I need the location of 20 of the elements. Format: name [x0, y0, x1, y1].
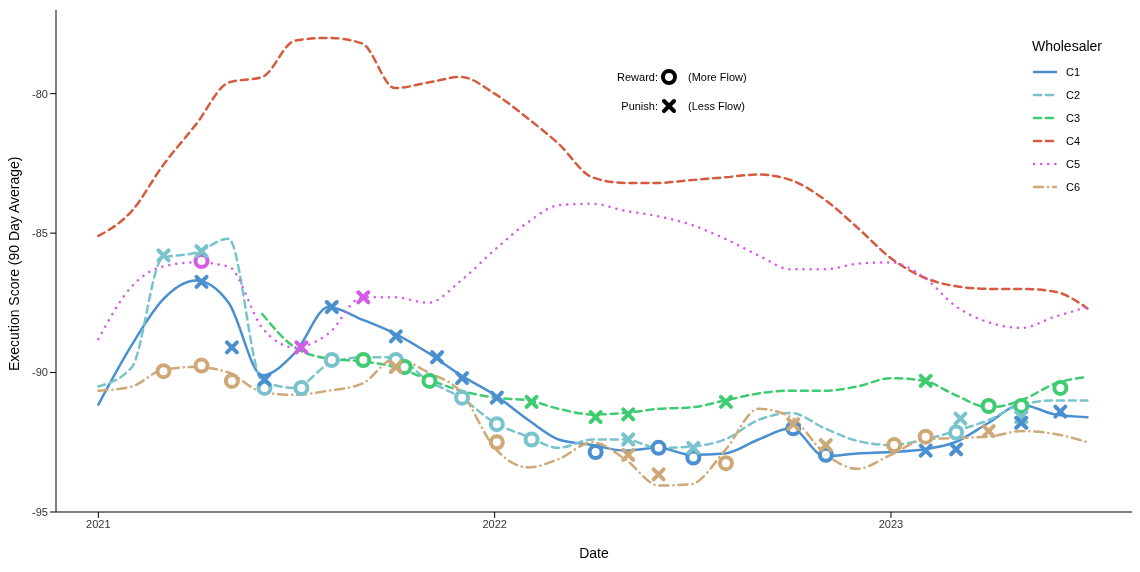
- legend-label: C1: [1065, 65, 1081, 78]
- y-tick-label: -90: [32, 366, 48, 379]
- x-tick-label: 2023: [878, 517, 904, 530]
- y-tick-label: -85: [32, 227, 48, 240]
- legend-label: C6: [1065, 180, 1081, 193]
- legend-label: C3: [1065, 111, 1081, 124]
- y-tick-label: -80: [32, 87, 48, 100]
- annotation: (Less Flow): [688, 99, 745, 112]
- x-tick-label: 2022: [482, 517, 507, 530]
- x-axis-title: Date: [579, 545, 609, 561]
- annotation: Reward:: [616, 70, 658, 83]
- annotation: (More Flow): [688, 70, 747, 83]
- y-axis-title: Execution Score (90 Day Average): [5, 156, 22, 371]
- legend-label: C2: [1065, 88, 1081, 101]
- y-tick-label: -95: [32, 505, 48, 518]
- annotation: Punish:: [620, 99, 658, 112]
- legend-label: C4: [1065, 134, 1081, 147]
- legend-label: C5: [1065, 157, 1081, 170]
- x-tick-label: 2021: [86, 517, 111, 530]
- legend-title: Wholesaler: [1031, 38, 1102, 54]
